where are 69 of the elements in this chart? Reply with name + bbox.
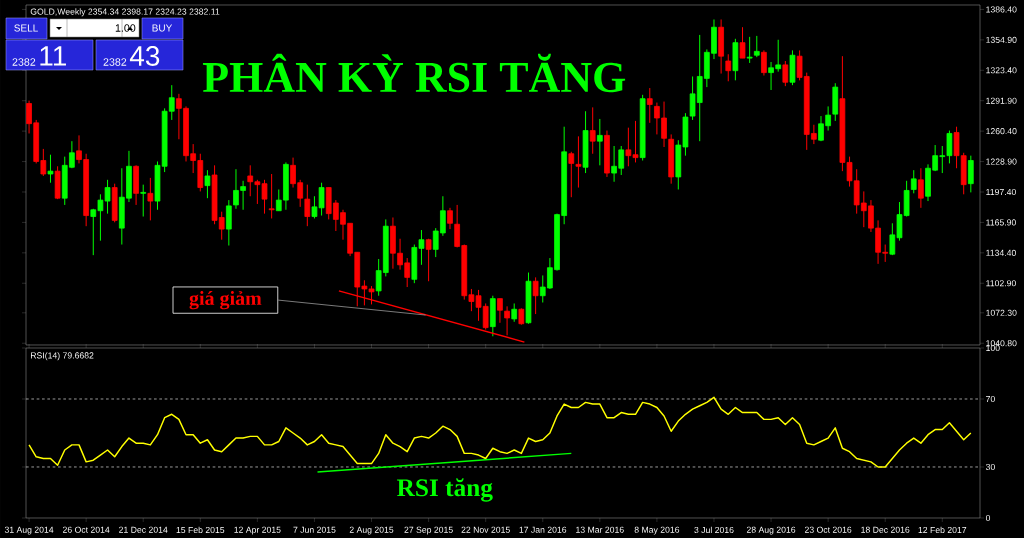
candlestick	[140, 184, 147, 218]
candlestick	[725, 53, 732, 82]
candlestick	[739, 26, 746, 59]
annotation: 43	[129, 46, 160, 66]
y-tick-label: 1165.90	[986, 219, 1016, 226]
annotation: SELL	[14, 24, 38, 32]
candlestick	[425, 238, 432, 282]
annotation: 2382	[12, 58, 36, 66]
y-tick-label: 1291.90	[986, 97, 1017, 104]
x-tick-label: 27 Sep 2015	[404, 526, 453, 535]
x-tick-label: 12 Apr 2015	[234, 526, 281, 535]
chart-title: RSI(14) 79.6682	[30, 352, 94, 361]
candlestick	[910, 169, 917, 194]
x-tick-label: 22 Nov 2015	[461, 526, 510, 533]
candlestick	[511, 302, 518, 323]
y-tick-label: 1386.40	[986, 6, 1017, 13]
x-tick-label: 12 Feb 2017	[918, 526, 967, 534]
y-tick-label: 1354.90	[986, 36, 1017, 43]
text: PHÂN KỲ RSI TĂNG	[202, 53, 626, 93]
candlestick	[575, 135, 582, 189]
x-tick-label: 7 Jun 2015	[293, 526, 336, 533]
y-tick-label: 1260.40	[986, 128, 1017, 135]
candlestick	[589, 106, 596, 155]
candlestick	[147, 177, 154, 221]
y-tick-label: 1040.80	[986, 340, 1017, 347]
candlestick	[532, 276, 539, 315]
y-tick-label: 1197.40	[986, 188, 1016, 196]
candlestick	[761, 49, 767, 76]
candlestick	[918, 167, 924, 209]
x-tick-label: 26 Oct 2014	[62, 526, 110, 533]
x-tick-label: 15 Feb 2015	[176, 526, 225, 534]
candlestick	[746, 36, 753, 64]
x-tick-label: 8 May 2016	[634, 526, 680, 535]
annotation: 2382	[103, 58, 127, 66]
y-tick-label: 100	[986, 344, 1000, 352]
candlestick	[268, 173, 275, 219]
y-tick-label: 0	[985, 514, 991, 522]
candlestick	[753, 35, 760, 58]
x-tick-label: 13 Mar 2016	[576, 526, 624, 533]
x-tick-label: 17 Jan 2016	[519, 526, 567, 533]
candlestick	[646, 87, 653, 124]
y-tick-label: 70	[986, 395, 995, 403]
x-tick-label: 21 Dec 2014	[119, 526, 168, 533]
candlestick	[504, 305, 510, 336]
annotation: BUY	[152, 24, 173, 32]
candlestick	[782, 60, 789, 87]
annotation: RSI tăng	[397, 478, 493, 502]
x-tick-label: 18 Dec 2016	[861, 526, 910, 533]
candlestick	[447, 207, 453, 230]
x-tick-label: 23 Oct 2016	[804, 526, 852, 533]
candlestick	[497, 298, 503, 324]
y-tick-label: 1228.90	[986, 158, 1017, 165]
y-tick-label: 1134.40	[986, 249, 1016, 256]
x-tick-label: 2 Aug 2015	[349, 526, 394, 535]
y-tick-label: 1323.40	[986, 67, 1017, 74]
x-tick-label: 3 Jul 2016	[694, 526, 734, 534]
y-tick-label: 1102.90	[986, 280, 1016, 287]
x-tick-label: 28 Aug 2016	[746, 526, 796, 535]
candlestick	[596, 118, 603, 166]
candlestick	[47, 154, 54, 184]
y-tick-label: 1072.30	[986, 309, 1017, 316]
x-tick-label: 31 Aug 2014	[4, 526, 54, 535]
candlestick	[568, 151, 575, 198]
y-tick-label: 30	[985, 463, 995, 471]
candlestick	[204, 169, 211, 199]
annotation: 11	[40, 46, 66, 66]
chart-subtitle: GOLD,Weekly 2354.34 2398.17 2324.23 2382.11	[30, 8, 220, 17]
annotation: giá giảm	[189, 290, 262, 310]
candlestick	[967, 155, 974, 193]
